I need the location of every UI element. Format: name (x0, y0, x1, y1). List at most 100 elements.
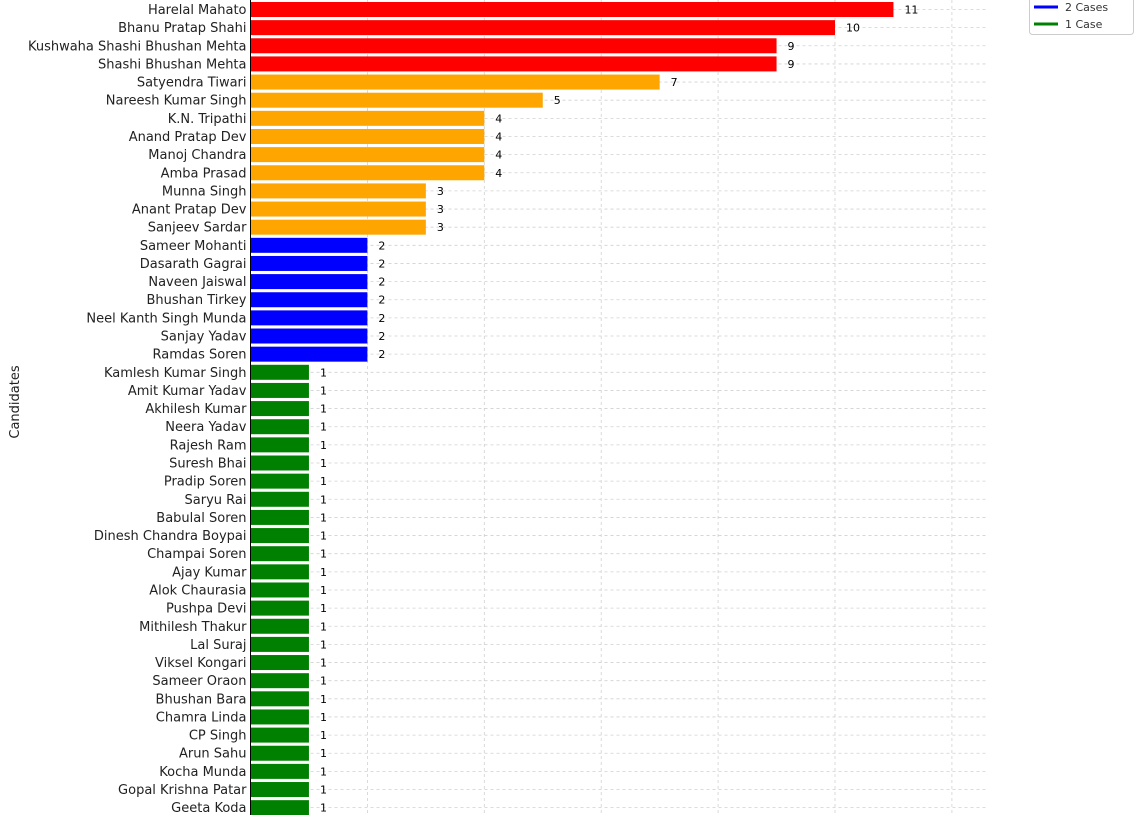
bar-neera-yadav (250, 419, 309, 435)
bar-viksel-kongari (250, 655, 309, 671)
bar-sameer-mohanti (250, 237, 368, 253)
bar-ajay-kumar (250, 564, 309, 580)
bar-akhilesh-kumar (250, 401, 309, 417)
category-label: Chamra Linda (156, 710, 247, 725)
bar-dasarath-gagrai (250, 255, 368, 271)
legend-label-2-cases: 2 Cases (1065, 1, 1108, 14)
bar-harelal-mahato (250, 2, 894, 17)
category-label: Anand Pratap Dev (129, 130, 247, 145)
value-label: 7 (671, 76, 678, 89)
category-label: Pushpa Devi (166, 602, 247, 617)
category-label: Bhushan Bara (156, 692, 247, 707)
value-label: 1 (320, 384, 327, 397)
category-label: Kamlesh Kumar Singh (104, 366, 247, 381)
category-label: Viksel Kongari (155, 656, 247, 671)
bar-amit-kumar-yadav (250, 382, 309, 398)
category-label: Lal Suraj (190, 638, 246, 653)
bar-anand-pratap-dev (250, 128, 485, 144)
value-label: 1 (320, 765, 327, 778)
category-label: Naveen Jaiswal (148, 275, 246, 290)
category-label: Neel Kanth Singh Munda (86, 311, 246, 326)
category-label: Harelal Mahato (148, 3, 247, 18)
category-label: Arun Sahu (179, 747, 247, 762)
bar-arun-sahu (250, 745, 309, 761)
value-label: 3 (437, 203, 444, 216)
bar-rajesh-ram (250, 437, 309, 453)
category-label: Geeta Koda (171, 801, 246, 815)
bar-bhushan-bara (250, 691, 309, 707)
bar-kocha-munda (250, 763, 309, 779)
value-label: 2 (378, 330, 385, 343)
category-label: Dinesh Chandra Boypai (94, 529, 247, 544)
value-label: 4 (495, 149, 502, 162)
category-label: Sanjeev Sardar (148, 221, 247, 236)
category-label: Bhushan Tirkey (146, 293, 246, 308)
value-label: 2 (378, 312, 385, 325)
bar-kushwaha-shashi-bhushan-mehta (250, 38, 777, 54)
bar-satyendra-tiwari (250, 74, 660, 90)
category-label: Amit Kumar Yadav (128, 384, 247, 399)
value-label: 1 (320, 493, 327, 506)
category-label: Sameer Oraon (152, 674, 246, 689)
value-label: 1 (320, 729, 327, 742)
category-label: Manoj Chandra (148, 148, 246, 163)
bar-chamra-linda (250, 709, 309, 725)
category-label: Bhanu Pratap Shahi (118, 21, 246, 36)
bar-sanjay-yadav (250, 328, 368, 344)
category-label: Sanjay Yadav (161, 330, 247, 345)
value-label: 1 (320, 620, 327, 633)
value-labels: 1110997544443332222222111111111111111111… (320, 4, 919, 815)
value-label: 3 (437, 185, 444, 198)
value-label: 1 (320, 530, 327, 543)
bar-lal-suraj (250, 636, 309, 652)
bar-pradip-soren (250, 473, 309, 489)
category-label: Champai Soren (147, 547, 246, 562)
value-label: 4 (495, 112, 502, 125)
value-label: 4 (495, 130, 502, 143)
value-label: 2 (378, 276, 385, 289)
category-label: Akhilesh Kumar (145, 402, 247, 417)
bar-geeta-koda (250, 800, 309, 815)
value-label: 1 (320, 548, 327, 561)
value-label: 10 (846, 22, 860, 35)
bar-neel-kanth-singh-munda (250, 310, 368, 326)
bar-cp-singh (250, 727, 309, 743)
value-label: 1 (320, 602, 327, 615)
bar-shashi-bhushan-mehta (250, 56, 777, 72)
value-label: 9 (788, 58, 795, 71)
category-label: K.N. Tripathi (168, 112, 247, 127)
legend-box (1029, 0, 1134, 35)
value-label: 1 (320, 747, 327, 760)
value-label: 2 (378, 257, 385, 270)
bar-anant-pratap-dev (250, 201, 426, 217)
bar-sameer-oraon (250, 673, 309, 689)
bar-alok-chaurasia (250, 582, 309, 598)
legend-label-1-case: 1 Case (1065, 18, 1103, 31)
value-label: 1 (320, 711, 327, 724)
category-label: Suresh Bhai (169, 457, 246, 472)
category-label: Mithilesh Thakur (139, 620, 247, 635)
category-label: Amba Prasad (161, 166, 247, 181)
bar-sanjeev-sardar (250, 219, 426, 235)
bar-pushpa-devi (250, 600, 309, 616)
bar-manoj-chandra (250, 147, 485, 163)
legend: 2 Cases 1 Case (1029, 0, 1134, 35)
bar-munna-singh (250, 183, 426, 199)
category-label: Sameer Mohanti (140, 239, 247, 254)
category-labels: Harelal Mahato Bhanu Pratap Shahi Kushwaha… (28, 3, 247, 815)
bar-saryu-rai (250, 491, 309, 507)
value-label: 9 (788, 40, 795, 53)
value-label: 1 (320, 638, 327, 651)
bar-amba-prasad (250, 165, 485, 181)
bar-ramdas-soren (250, 346, 368, 362)
value-label: 1 (320, 439, 327, 452)
bar-gopal-krishna-patar (250, 782, 309, 798)
category-label: Ramdas Soren (152, 348, 246, 363)
value-label: 1 (320, 693, 327, 706)
value-label: 1 (320, 457, 327, 470)
category-label: Rajesh Ram (170, 438, 247, 453)
category-label: Dasarath Gagrai (140, 257, 247, 272)
category-label: Gopal Krishna Patar (118, 783, 247, 798)
value-label: 1 (320, 475, 327, 488)
